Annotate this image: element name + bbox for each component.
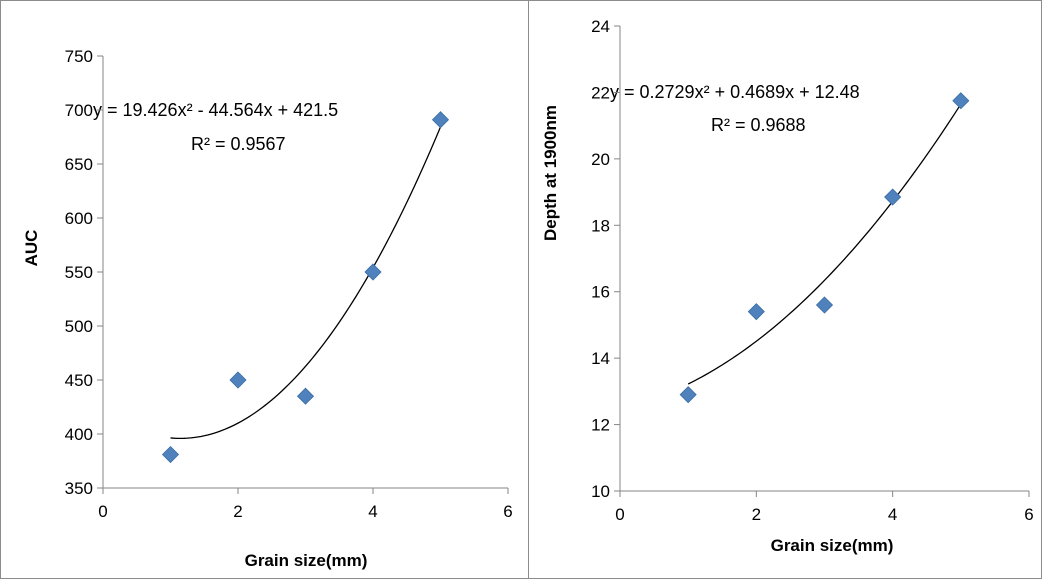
chart-1-y-tick-label: 350 [65,479,93,498]
chart-2-trendline [687,103,962,385]
chart-1-y-tick-label: 450 [65,371,93,390]
chart-2-x-tick-label: 6 [1024,505,1033,524]
chart-1-y-axis-title: AUC [22,230,41,267]
chart-1-y-tick-label: 750 [65,47,93,66]
chart-2-y-tick-label: 20 [591,150,610,169]
chart-2-x-tick-label: 4 [888,505,897,524]
chart-1-x-tick-label: 4 [368,502,377,521]
chart-1-y-tick-label: 500 [65,317,93,336]
chart-1-trendline-equation: y = 19.426x² - 44.564x + 421.5 [93,100,338,120]
chart-1-data-point [364,263,382,281]
chart-2-y-tick-label: 12 [591,416,610,435]
chart-2-trendline-equation: y = 0.2729x² + 0.4689x + 12.48 [610,82,860,102]
chart-2-data-point [679,386,697,404]
chart-2-data-point [952,92,970,110]
chart-1-y-tick-label: 650 [65,155,93,174]
chart-1-y-tick-label: 550 [65,263,93,282]
chart-1-trendline [170,126,442,440]
chart-2-x-tick-label: 0 [615,505,624,524]
chart-2-r2-label: R² = 0.9688 [711,115,806,135]
chart-2-y-tick-label: 18 [591,216,610,235]
chart-2-y-tick-label: 14 [591,349,610,368]
chart-2-data-point [747,303,765,321]
chart-2-data-point [815,296,834,314]
chart-1-data-point [229,371,247,389]
chart-2-y-axis-title: Depth at 1900nm [541,105,560,241]
chart-2-x-axis-title: Grain size(mm) [771,536,894,555]
chart-2-y-tick-label: 22 [591,83,610,102]
chart-1-data-point [431,111,450,129]
chart-1-r2-label: R² = 0.9567 [191,134,286,154]
chart-1-y-tick-label: 400 [65,425,93,444]
chart-1-x-tick-label: 0 [98,502,107,521]
chart-1-x-tick-label: 6 [503,502,512,521]
chart-1-y-tick-label: 600 [65,209,93,228]
chart-1-y-tick-label: 700 [65,101,93,120]
chart-1-x-axis-title: Grain size(mm) [245,551,368,570]
chart-2-y-tick-label: 10 [591,482,610,501]
chart-2-data-point [884,188,902,206]
chart-2-y-tick-label: 24 [591,17,610,36]
chart-1-data-point [161,445,180,464]
chart-2-x-tick-label: 2 [752,505,761,524]
chart-1-data-point [296,387,315,405]
chart-2-y-tick-label: 16 [591,283,610,302]
panel-divider [528,0,529,579]
chart-1-x-tick-label: 2 [233,502,242,521]
